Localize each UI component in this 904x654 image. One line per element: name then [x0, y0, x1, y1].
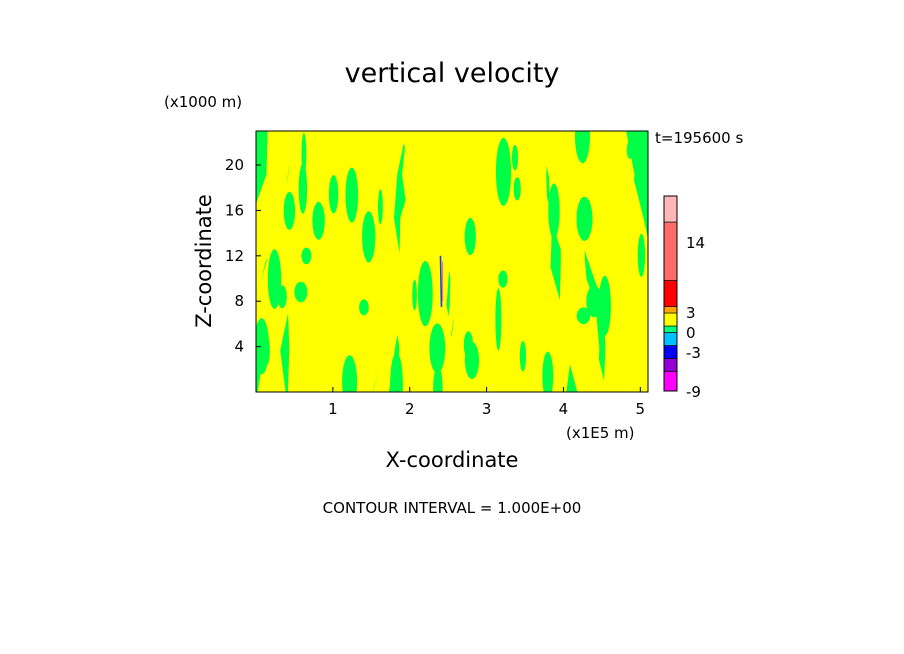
y-tick-label: 8	[234, 292, 244, 310]
negative-streak	[301, 247, 312, 265]
y-tick-label: 20	[225, 156, 244, 174]
contour-interval-label: CONTOUR INTERVAL = 1.000E+00	[322, 499, 582, 517]
colorbar-tick-label: 0	[686, 324, 696, 342]
colorbar-tick-label: 3	[686, 304, 696, 322]
colorbar-segment	[663, 195, 678, 223]
y-unit-label: (x1000 m)	[164, 93, 243, 111]
positive-band	[517, 131, 567, 392]
negative-streak	[390, 352, 403, 392]
negative-streak	[576, 196, 593, 241]
negative-streak	[464, 341, 480, 379]
colorbar-segment	[663, 325, 678, 333]
negative-streak	[328, 175, 339, 214]
negative-streak	[495, 288, 502, 351]
negative-streak	[362, 211, 376, 263]
positive-band	[478, 131, 521, 392]
negative-streak	[294, 281, 308, 303]
y-tick-label: 16	[225, 201, 244, 219]
colorbar: -9 -3 0 3 14	[663, 195, 705, 401]
positive-band	[352, 131, 401, 392]
negative-streak	[359, 299, 369, 316]
time-label: t=195600 s	[655, 129, 744, 147]
negative-streak	[548, 183, 560, 239]
negative-streak	[283, 191, 296, 230]
positive-band	[399, 131, 427, 392]
colorbar-segment	[663, 306, 678, 314]
plot-frame	[255, 130, 649, 393]
colorbar-segment	[663, 358, 678, 372]
positive-band	[448, 131, 484, 392]
colorbar-segment	[663, 280, 678, 307]
negative-streak	[495, 137, 512, 206]
positive-band	[597, 131, 648, 386]
colorbar-tick-label: -3	[686, 344, 701, 362]
x-axis-ticks: 1 2 3 4 5	[328, 387, 645, 418]
positive-band	[420, 131, 459, 392]
negative-streak	[576, 307, 591, 325]
colorbar-segment	[663, 345, 678, 359]
negative-streak	[277, 285, 287, 309]
y-axis-ticks: 4 8 12 16 20	[225, 156, 261, 356]
y-tick-label: 4	[234, 338, 244, 356]
x-tick-label: 2	[405, 400, 415, 418]
positive-band	[540, 131, 604, 392]
colorbar-segment	[663, 312, 678, 327]
negative-streak	[256, 318, 270, 375]
negative-streak	[513, 177, 521, 201]
negative-streak	[498, 270, 508, 288]
colorbar-tick-label: 14	[686, 234, 705, 252]
positive-band	[583, 131, 648, 392]
negative-streak	[429, 323, 446, 374]
chart-title: vertical velocity	[344, 58, 560, 89]
x-tick-label: 5	[636, 400, 646, 418]
updraft-feature	[439, 255, 443, 307]
positive-band	[257, 131, 318, 392]
x-tick-label: 1	[328, 400, 338, 418]
negative-streak	[598, 275, 611, 336]
negative-streak	[542, 351, 554, 392]
negative-streak	[417, 261, 433, 327]
negative-streak	[626, 140, 634, 159]
negative-streak	[637, 233, 646, 277]
negative-streak	[345, 167, 359, 223]
negative-streak	[433, 365, 443, 392]
velocity-field	[256, 131, 648, 392]
negative-streak	[464, 217, 476, 256]
colorbar-segment	[663, 332, 678, 346]
colorbar-segment	[663, 221, 678, 281]
x-axis-label: X-coordinate	[385, 448, 519, 472]
positive-band	[469, 131, 494, 392]
colorbar-frame	[663, 195, 678, 392]
negative-streak	[586, 285, 603, 318]
colorbar-segment	[663, 371, 678, 392]
negative-streak	[378, 189, 383, 225]
negative-streak	[298, 163, 308, 214]
x-tick-label: 4	[559, 400, 569, 418]
colorbar-tick-label: -9	[686, 383, 701, 401]
negative-streak	[519, 341, 527, 372]
negative-streak	[575, 131, 590, 164]
negative-streak	[342, 355, 358, 392]
negative-streak	[312, 201, 325, 240]
negative-streak	[412, 279, 417, 311]
x-unit-label: (x1E5 m)	[566, 424, 635, 442]
x-tick-label: 3	[482, 400, 492, 418]
negative-streak	[512, 144, 518, 171]
y-tick-label: 12	[225, 247, 244, 265]
